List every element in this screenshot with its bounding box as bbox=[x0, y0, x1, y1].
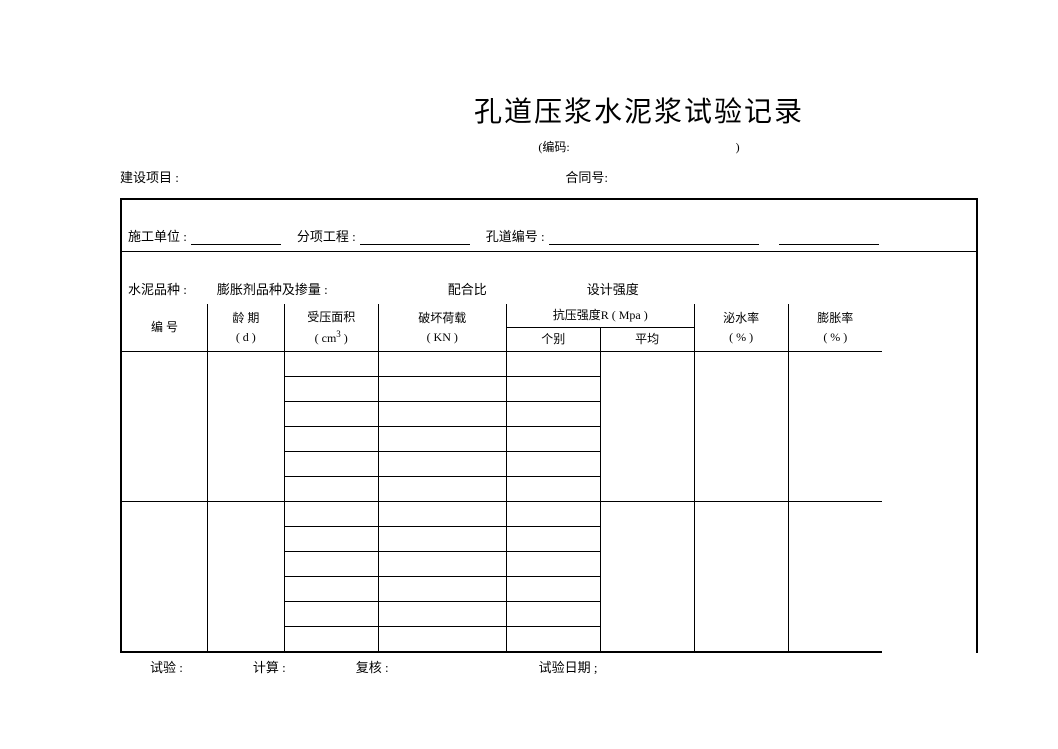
mix-label: 配合比 bbox=[448, 279, 487, 298]
subproj-label: 分项工程 : bbox=[297, 226, 356, 245]
table-row bbox=[122, 502, 976, 527]
col-area: 受压面积( cm3 ) bbox=[284, 304, 378, 352]
subtitle: (编码: ) bbox=[300, 138, 978, 155]
footer-date: 试验日期 ; bbox=[539, 657, 598, 676]
col-age: 龄 期( d ) bbox=[207, 304, 284, 352]
info-row-1: 施工单位 : 分项工程 : 孔道编号 : bbox=[122, 200, 976, 252]
info-row-2: 水泥品种 : 膨胀剂品种及掺量 : 配合比 设计强度 bbox=[122, 252, 976, 304]
unit-label: 施工单位 : bbox=[128, 226, 187, 245]
col-expand: 膨胀率( % ) bbox=[788, 304, 882, 352]
footer: 试验 : 计算 : 复核 : 试验日期 ; bbox=[120, 653, 978, 676]
contract-label: 合同号: bbox=[565, 170, 608, 185]
footer-review: 复核 : bbox=[356, 657, 389, 676]
col-no: 编 号 bbox=[122, 304, 207, 352]
above-line: 建设项目 : 合同号: bbox=[120, 167, 978, 186]
expand-label: 膨胀剂品种及掺量 : bbox=[217, 279, 328, 298]
design-label: 设计强度 bbox=[587, 279, 639, 298]
footer-calc: 计算 : bbox=[253, 657, 286, 676]
duct-label: 孔道编号 : bbox=[486, 226, 545, 245]
header-row-1: 编 号 龄 期( d ) 受压面积( cm3 ) 破坏荷载( KN ) 抗压强度… bbox=[122, 304, 976, 328]
footer-test: 试验 : bbox=[150, 657, 183, 676]
cement-label: 水泥品种 : bbox=[128, 279, 187, 298]
col-load: 破坏荷载( KN ) bbox=[378, 304, 506, 352]
form-outer: 施工单位 : 分项工程 : 孔道编号 : 水泥品种 : 膨胀剂品种及掺量 : 配… bbox=[120, 198, 978, 653]
col-strength: 抗压强度R ( Mpa ) bbox=[506, 304, 694, 328]
table-row bbox=[122, 352, 976, 377]
subtitle-prefix: (编码: bbox=[538, 140, 569, 154]
col-bleed: 泌水率( % ) bbox=[694, 304, 788, 352]
page-title: 孔道压浆水泥浆试验记录 bbox=[300, 90, 978, 130]
project-label: 建设项目 : bbox=[120, 170, 179, 185]
data-table: 编 号 龄 期( d ) 受压面积( cm3 ) 破坏荷载( KN ) 抗压强度… bbox=[122, 304, 976, 653]
col-indiv: 个别 bbox=[506, 328, 600, 352]
col-avg: 平均 bbox=[600, 328, 694, 352]
subtitle-suffix: ) bbox=[736, 140, 740, 154]
